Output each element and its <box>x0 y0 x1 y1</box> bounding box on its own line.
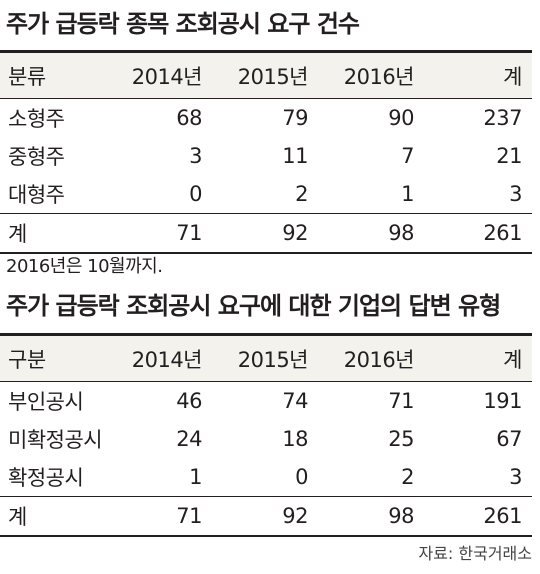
table1-header-2016: 2016년 <box>318 50 424 99</box>
cell-2014: 1 <box>189 465 202 489</box>
total-sum: 261 <box>424 496 532 537</box>
table2-header-2014: 2014년 <box>106 333 212 382</box>
cell-total: 3 <box>509 465 522 489</box>
total-2015: 92 <box>212 496 318 537</box>
cell-2014: 46 <box>176 389 202 413</box>
table1-footnote: 2016년은 10월까지. <box>6 256 163 277</box>
total-label: 계 <box>0 213 106 254</box>
cell-total: 21 <box>496 144 522 168</box>
table2-total-row: 계 71 92 98 261 <box>0 496 532 537</box>
table2-title: 주가 급등락 조회공시 요구에 대한 기업의 답변 유형 <box>6 292 501 320</box>
cell-2015: 11 <box>282 144 308 168</box>
table1-title: 주가 급등락 종목 조회공시 요구 건수 <box>6 10 360 38</box>
table-row: 확정공시 1 0 2 3 <box>0 458 532 497</box>
cell-2014: 68 <box>176 106 202 130</box>
table2: 구분 2014년 2015년 2016년 계 부인공시 46 74 71 191… <box>0 333 532 537</box>
cell-total: 3 <box>509 182 522 206</box>
table-row: 대형주 0 2 1 3 <box>0 175 532 214</box>
cell-2016: 2 <box>401 465 414 489</box>
cell-2014: 24 <box>176 427 202 451</box>
cell-2015: 79 <box>282 106 308 130</box>
table-row: 중형주 3 11 7 21 <box>0 137 532 175</box>
cell-2015: 18 <box>282 427 308 451</box>
table2-header-row: 구분 2014년 2015년 2016년 계 <box>0 333 532 382</box>
row-label: 미확정공시 <box>8 428 103 452</box>
table-row: 부인공시 46 74 71 191 <box>0 382 532 421</box>
table2-header-2015: 2015년 <box>212 333 318 382</box>
table-row: 미확정공시 24 18 25 67 <box>0 420 532 458</box>
total-sum: 261 <box>424 213 532 254</box>
cell-2016: 25 <box>388 427 414 451</box>
table1: 분류 2014년 2015년 2016년 계 소형주 68 79 90 237 … <box>0 50 532 254</box>
table1-total-row: 계 71 92 98 261 <box>0 213 532 254</box>
table2-header-2016: 2016년 <box>318 333 424 382</box>
cell-2016: 71 <box>388 389 414 413</box>
total-2015: 92 <box>212 213 318 254</box>
table-row: 소형주 68 79 90 237 <box>0 99 532 138</box>
cell-2014: 0 <box>189 182 202 206</box>
total-2014: 71 <box>106 496 212 537</box>
total-2014: 71 <box>106 213 212 254</box>
total-label: 계 <box>0 496 106 537</box>
cell-2016: 1 <box>401 182 414 206</box>
cell-2015: 0 <box>295 465 308 489</box>
cell-2016: 90 <box>388 106 414 130</box>
cell-total: 191 <box>483 389 522 413</box>
row-label: 확정공시 <box>8 466 84 490</box>
total-2016: 98 <box>318 213 424 254</box>
row-label: 부인공시 <box>8 390 84 414</box>
cell-2014: 3 <box>189 144 202 168</box>
table2-header-type: 구분 <box>0 333 106 382</box>
cell-2015: 2 <box>295 182 308 206</box>
table1-header-2014: 2014년 <box>106 50 212 99</box>
row-label: 중형주 <box>8 145 65 169</box>
cell-2015: 74 <box>282 389 308 413</box>
row-label: 소형주 <box>8 107 65 131</box>
table1-header-row: 분류 2014년 2015년 2016년 계 <box>0 50 532 99</box>
total-2016: 98 <box>318 496 424 537</box>
table2-header-total: 계 <box>424 333 532 382</box>
table1-header-total: 계 <box>424 50 532 99</box>
table1-header-category: 분류 <box>0 50 106 99</box>
row-label: 대형주 <box>8 183 65 207</box>
cell-total: 237 <box>483 106 522 130</box>
table1-header-2015: 2015년 <box>212 50 318 99</box>
source-credit: 자료: 한국거래소 <box>418 544 532 563</box>
cell-2016: 7 <box>401 144 414 168</box>
cell-total: 67 <box>496 427 522 451</box>
